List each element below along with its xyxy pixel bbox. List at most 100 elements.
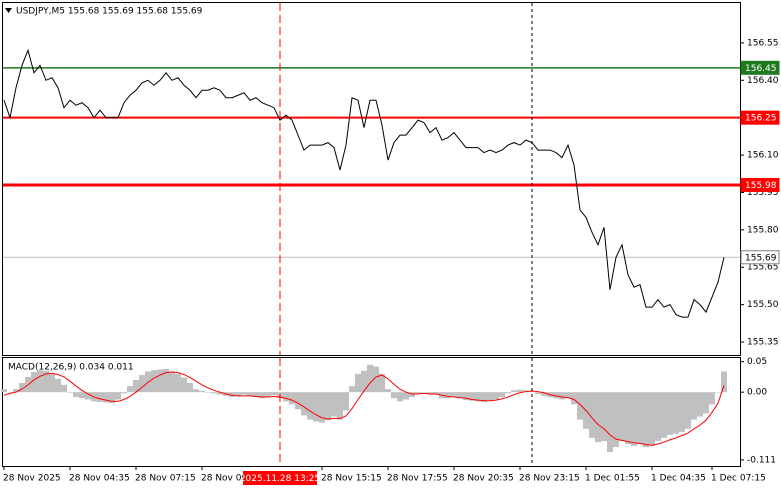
price-tag-label: 156.45 bbox=[745, 64, 777, 74]
histogram-bar bbox=[127, 386, 133, 393]
histogram-bar bbox=[13, 389, 19, 393]
histogram-bar bbox=[535, 392, 541, 394]
histogram-bar bbox=[115, 392, 121, 400]
x-tick-label: 28 Nov 15:15 bbox=[321, 474, 382, 484]
histogram-bar bbox=[721, 371, 727, 393]
histogram-bar bbox=[37, 370, 43, 393]
histogram-bar bbox=[715, 392, 721, 393]
price-title: USDJPY,M5 155.68 155.69 155.68 155.69 bbox=[16, 7, 203, 17]
signal-line bbox=[3, 371, 725, 446]
histogram-bar bbox=[349, 386, 355, 393]
histogram-bar bbox=[661, 392, 667, 438]
histogram-bar bbox=[289, 392, 295, 405]
histogram-bar bbox=[445, 392, 451, 399]
histogram-bar bbox=[319, 392, 325, 423]
histogram-bar bbox=[355, 373, 361, 393]
y-tick-label: -0.111 bbox=[747, 455, 776, 465]
y-tick-label: 0.00 bbox=[747, 388, 767, 398]
price-tag bbox=[740, 177, 780, 192]
price-tag bbox=[740, 60, 780, 75]
histogram-bar bbox=[271, 392, 277, 396]
histogram-bar bbox=[217, 392, 223, 395]
histogram-bar bbox=[259, 392, 265, 399]
histogram-bar bbox=[343, 392, 349, 411]
histogram-bar bbox=[601, 392, 607, 441]
histogram-bar bbox=[31, 372, 37, 393]
histogram-bar bbox=[625, 392, 631, 445]
histogram-bar bbox=[421, 392, 427, 393]
histogram-bar bbox=[643, 392, 649, 448]
histogram-bar bbox=[385, 389, 391, 393]
histogram-bar bbox=[301, 392, 307, 416]
histogram-bar bbox=[265, 392, 271, 398]
histogram-bar bbox=[19, 383, 25, 393]
histogram-bar bbox=[493, 392, 499, 400]
histogram-bar bbox=[247, 392, 253, 396]
histogram-bar bbox=[433, 392, 439, 395]
histogram-bar bbox=[187, 383, 193, 393]
histogram-bar bbox=[487, 392, 493, 401]
macd-panel-frame bbox=[2, 357, 741, 467]
histogram-bar bbox=[229, 392, 235, 398]
histogram-bar bbox=[553, 392, 559, 399]
histogram-bar bbox=[55, 378, 61, 393]
price-tag-label: 156.25 bbox=[745, 114, 777, 124]
y-tick-label: 156.40 bbox=[747, 76, 779, 86]
histogram-bar bbox=[481, 392, 487, 402]
histogram-bar bbox=[469, 392, 475, 401]
histogram-bar bbox=[607, 392, 613, 452]
price-tag bbox=[740, 250, 780, 265]
histogram-bar bbox=[667, 392, 673, 435]
histogram-bar bbox=[241, 392, 247, 395]
histogram-bar bbox=[451, 392, 457, 398]
histogram-bar bbox=[709, 392, 715, 405]
histogram-bar bbox=[199, 390, 205, 393]
x-tick-label: 28 Nov 07:15 bbox=[135, 474, 196, 484]
histogram-bar bbox=[325, 392, 331, 421]
histogram-bar bbox=[697, 392, 703, 417]
histogram-bar bbox=[655, 392, 661, 441]
histogram-bar bbox=[7, 392, 13, 393]
histogram-bar bbox=[313, 392, 319, 422]
y-tick-label: 156.55 bbox=[747, 38, 779, 48]
histogram-bar bbox=[169, 371, 175, 393]
histogram-bar bbox=[121, 392, 127, 394]
histogram-bar bbox=[253, 392, 259, 398]
y-tick-label: 0.05 bbox=[747, 357, 767, 367]
histogram-bar bbox=[679, 392, 685, 432]
histogram-bar bbox=[673, 392, 679, 434]
histogram-bar bbox=[457, 392, 463, 399]
histogram-bar bbox=[157, 369, 163, 393]
histogram-bar bbox=[331, 392, 337, 417]
histogram-bar bbox=[205, 392, 211, 393]
histogram-bar bbox=[337, 392, 343, 420]
histogram-bar bbox=[499, 392, 505, 398]
histogram-bar bbox=[43, 370, 49, 393]
histogram-bar bbox=[559, 392, 565, 400]
histogram-bar bbox=[505, 392, 511, 394]
histogram-bar bbox=[409, 392, 415, 398]
histogram-bar bbox=[109, 392, 115, 404]
title-arrow bbox=[5, 8, 12, 13]
x-tick-label: 28 Nov 2025 bbox=[3, 474, 61, 484]
x-tick-label: 28 Nov 04:35 bbox=[69, 474, 130, 484]
histogram-bar bbox=[691, 392, 697, 420]
histogram-bar bbox=[589, 392, 595, 438]
histogram-bar bbox=[163, 368, 169, 393]
y-tick-label: 155.65 bbox=[747, 263, 779, 273]
histogram-bar bbox=[511, 390, 517, 393]
price-tag bbox=[740, 110, 780, 125]
histogram-bar bbox=[139, 375, 145, 393]
x-tick-label: 1 Dec 04:35 bbox=[651, 474, 706, 484]
y-tick-label: 155.95 bbox=[747, 188, 779, 198]
y-tick-label: 155.80 bbox=[747, 225, 779, 235]
histogram-bar bbox=[397, 392, 403, 402]
histogram-bar bbox=[235, 392, 241, 396]
histogram-bar bbox=[103, 392, 109, 403]
histogram-bar bbox=[133, 379, 139, 393]
histogram-bar bbox=[151, 370, 157, 393]
histogram-bar bbox=[67, 392, 73, 393]
histogram-bar bbox=[685, 392, 691, 429]
histogram-bar bbox=[73, 392, 79, 398]
